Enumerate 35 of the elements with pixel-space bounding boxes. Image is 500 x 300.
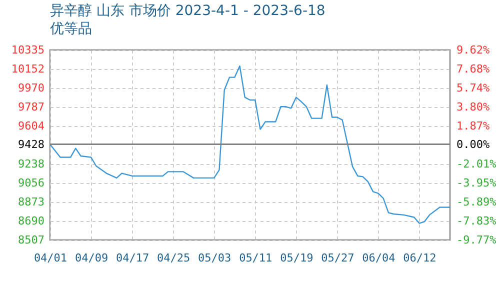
x-tick-label: 05/11 bbox=[239, 252, 272, 264]
y2-tick-label: -7.83% bbox=[456, 214, 497, 228]
y2-tick-label: -5.89% bbox=[456, 195, 497, 208]
y-tick-label: 8507 bbox=[18, 234, 44, 246]
y2-tick-label: -2.01% bbox=[456, 157, 497, 170]
y2-tick-label: 3.80% bbox=[456, 100, 490, 114]
y2-tick-label: 0.00% bbox=[456, 138, 490, 151]
x-tick-label: 05/27 bbox=[321, 252, 354, 264]
y2-tick-label: 1.87% bbox=[456, 119, 490, 132]
x-tick-label: 04/17 bbox=[116, 252, 150, 264]
y2-tick-label: 5.74% bbox=[456, 82, 490, 95]
y-tick-label: 9238 bbox=[18, 158, 44, 171]
x-tick-label: 04/01 bbox=[34, 252, 68, 264]
x-tick-label: 04/25 bbox=[157, 252, 190, 264]
x-tick-label: 04/09 bbox=[74, 252, 108, 264]
chart-title: 异辛醇 山东 市场价 2023-4-1 - 2023-6-18 bbox=[50, 3, 326, 19]
y-tick-label: 10335 bbox=[11, 44, 44, 56]
y2-tick-label: 7.68% bbox=[456, 62, 490, 76]
y-tick-label: 9428 bbox=[18, 138, 44, 151]
y-tick-label: 9970 bbox=[18, 81, 44, 94]
chart-subtitle: 优等品 bbox=[50, 21, 92, 37]
y2-tick-label: -3.95% bbox=[456, 176, 497, 190]
x-tick-label: 05/03 bbox=[198, 252, 232, 264]
y-tick-label: 8873 bbox=[18, 195, 44, 208]
line-series bbox=[50, 65, 450, 224]
x-tick-label: 05/19 bbox=[280, 252, 314, 264]
y-tick-label: 10152 bbox=[11, 62, 44, 76]
y-tick-label: 9604 bbox=[18, 119, 45, 132]
y-tick-label: 8690 bbox=[18, 214, 44, 228]
y2-tick-label: 9.62% bbox=[456, 44, 490, 56]
y-tick-label: 9787 bbox=[18, 100, 44, 114]
x-tick-label: 06/04 bbox=[362, 252, 396, 264]
x-tick-label: 06/12 bbox=[403, 252, 436, 264]
y-tick-label: 9056 bbox=[18, 176, 44, 190]
y2-tick-label: -9.77% bbox=[456, 234, 497, 246]
